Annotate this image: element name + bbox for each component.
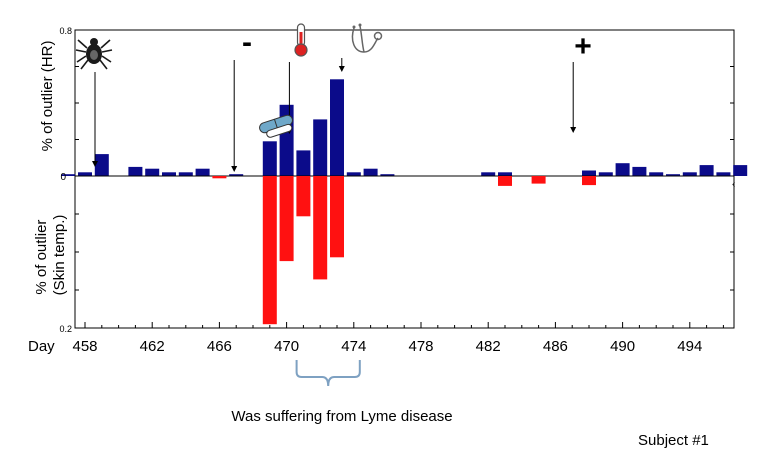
hr-bar (296, 150, 311, 176)
minus-symbol: - (242, 26, 252, 59)
hr-bar (598, 172, 613, 176)
hr-y-tick-label-zero: 0 (60, 172, 66, 183)
hr-bar (666, 174, 680, 176)
annotation-arrows (92, 58, 577, 172)
skin-temp-panel: 0.2 % of outlier (Skin temp.) (33, 175, 735, 334)
hr-y-axis-label: % of outlier (HR) (39, 41, 56, 152)
x-tick-label: 482 (476, 338, 501, 355)
skin-temp-bar (296, 176, 311, 217)
hr-y-tick-label-max: 0.8 (59, 26, 72, 36)
skin-y-axis-label-line1: % of outlier (33, 220, 50, 295)
lyme-disease-bracket (295, 360, 361, 387)
plus-arrow-head (570, 127, 577, 133)
hr-bar (262, 141, 277, 176)
subject-label: Subject #1 (638, 432, 709, 449)
skin-temp-bar (498, 176, 512, 186)
hr-bar (682, 172, 697, 176)
x-tick-label: 462 (140, 338, 165, 355)
hr-bar (195, 168, 210, 176)
skin-temp-bar (212, 176, 227, 179)
x-axis: 458 462 466 470 474 478 482 486 490 494 Day (28, 322, 724, 355)
stethoscope-arrow-head (338, 66, 345, 72)
skin-plot-frame (74, 175, 735, 329)
x-tick-label: 494 (677, 338, 702, 355)
x-tick-label: 490 (610, 338, 635, 355)
x-tick-label: 470 (274, 338, 299, 355)
x-tick-label: 478 (408, 338, 433, 355)
skin-temp-bar (279, 176, 294, 262)
skin-temp-bars (212, 176, 596, 325)
hr-plot-frame (74, 29, 735, 177)
hr-bar (229, 174, 244, 176)
x-tick-label: 474 (341, 338, 366, 355)
minus-arrow-head (231, 166, 238, 172)
x-tick-label: 486 (543, 338, 568, 355)
x-tick-label: 458 (72, 338, 97, 355)
hr-bar (380, 174, 395, 176)
hr-bar (716, 172, 731, 176)
pills-icon (259, 114, 293, 138)
x-tick-marks (84, 322, 724, 328)
hr-y-ticks (75, 66, 734, 140)
plus-symbol: + (574, 30, 592, 63)
hr-bar (649, 172, 664, 176)
hr-bar (61, 174, 76, 176)
skin-y-tick-label-max: 0.2 (59, 324, 72, 334)
hr-bar (346, 172, 361, 176)
x-tick-label: 466 (207, 338, 232, 355)
hr-bar (582, 170, 596, 176)
tick-icon (75, 38, 113, 70)
x-tick-labels: 458 462 466 470 474 478 482 486 490 494 (72, 338, 702, 355)
skin-y-axis-label: % of outlier (Skin temp.) (33, 215, 68, 296)
hr-bars (61, 79, 748, 176)
hr-bar (94, 154, 109, 176)
x-axis-clipped-label: ‹ (732, 179, 735, 190)
hr-bar (178, 172, 193, 176)
hr-bar (162, 172, 176, 176)
hr-bar (330, 79, 344, 176)
hr-bar (363, 168, 378, 176)
skin-temp-bar (582, 176, 596, 186)
hr-bar (498, 172, 512, 176)
skin-temp-bar (531, 176, 546, 184)
hr-bar (128, 166, 143, 176)
hr-bar (313, 119, 328, 176)
skin-y-ticks (75, 213, 734, 291)
skin-temp-bar (262, 176, 277, 325)
hr-bar (615, 163, 630, 176)
skin-temp-bar (313, 176, 328, 280)
hr-bar (481, 172, 496, 176)
tick-arrow-head (92, 161, 98, 167)
skin-y-axis-label-line2: (Skin temp.) (51, 215, 68, 296)
hr-bar (733, 165, 748, 176)
hr-bar (699, 165, 714, 176)
x-axis-prefix-label: Day (28, 338, 55, 355)
bracket-caption: Was suffering from Lyme disease (231, 408, 452, 425)
hr-bar (78, 172, 92, 176)
hr-bar (145, 168, 160, 176)
hr-panel: 0.8 0 % of outlier (HR) (39, 26, 748, 183)
stethoscope-icon (351, 23, 383, 53)
hr-bar (632, 166, 647, 176)
skin-temp-bar (330, 176, 344, 258)
thermometer-icon (294, 23, 308, 57)
